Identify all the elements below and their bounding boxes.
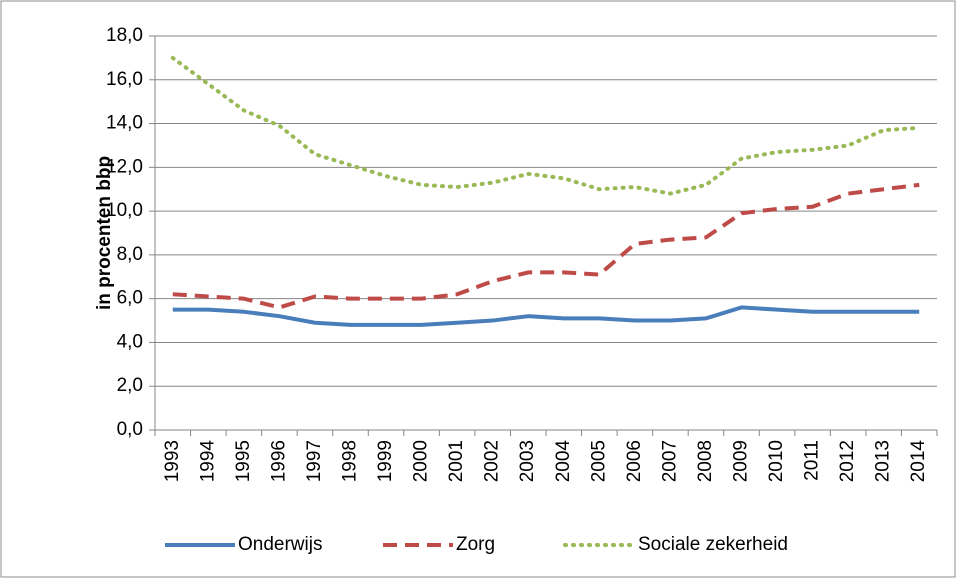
y-tick-label: 12,0 [106,156,143,177]
x-tick-label: 2010 [766,440,787,482]
legend-label: Zorg [456,534,495,555]
x-tick-label: 2014 [908,440,929,483]
series-line [172,182,920,310]
y-tick-label: 4,0 [117,331,143,352]
x-tick-label: 2004 [553,440,574,483]
x-tick-label: 1996 [268,440,289,482]
x-tick-label: 1994 [197,440,218,483]
y-tick-label: 8,0 [117,244,143,265]
x-tick-label: 1995 [233,440,254,482]
y-tick-label: 14,0 [106,113,143,134]
x-tick-label: 1999 [375,440,396,482]
legend-item: Zorg [383,534,495,555]
y-tick-label: 6,0 [117,288,143,309]
legend-label: Sociale zekerheid [638,534,788,555]
y-tick-label: 0,0 [117,419,143,440]
x-tick-label: 2008 [695,440,716,482]
y-tick-label: 2,0 [117,375,143,396]
x-tick-label: 2000 [411,440,432,482]
x-tick-label: 2006 [624,440,645,482]
series-line [170,55,922,196]
x-tick-label: 1997 [304,440,325,482]
legend-label: Onderwijs [238,534,322,555]
x-tick-label: 2003 [517,440,538,482]
x-tick-label: 1998 [340,440,361,482]
y-tick-label: 10,0 [106,200,143,221]
x-tick-label: 2005 [588,440,609,482]
legend-item: Onderwijs [165,534,322,555]
x-tick-label: 2012 [837,440,858,482]
x-tick-label: 2001 [446,440,467,482]
series-line [172,305,920,327]
x-tick-label: 2011 [802,440,823,481]
x-tick-label: 2009 [731,440,752,482]
y-tick-label: 18,0 [106,25,143,46]
legend-item: Sociale zekerheid [563,534,788,555]
x-tick-label: 2007 [659,440,680,482]
x-tick-label: 2013 [873,440,894,482]
x-tick-label: 2002 [482,440,503,482]
x-tick-label: 1993 [162,440,183,482]
y-tick-label: 16,0 [106,69,143,90]
y-axis-label: in procenten bbp [94,156,115,310]
